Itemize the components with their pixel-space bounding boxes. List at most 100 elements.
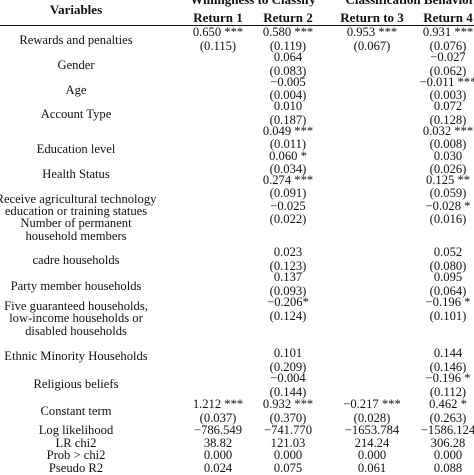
column-header: Return 1 — [193, 10, 243, 25]
std-error-cell: (0.083) — [269, 64, 307, 78]
std-error-cell: (0.144) — [269, 385, 307, 399]
coefficient-cell: 0.049 *** — [262, 124, 314, 138]
coefficient-cell: 0.650 *** — [192, 25, 244, 39]
stat-value: −741.770 — [263, 423, 313, 437]
std-error-cell: (0.008) — [429, 137, 467, 151]
stat-value: −786.549 — [193, 423, 243, 437]
variable-label: education or training statues — [4, 204, 148, 218]
stat-value: 0.088 — [433, 461, 463, 475]
variable-label: Health Status — [42, 167, 110, 181]
stat-label: Prob > chi2 — [46, 448, 106, 462]
coefficient-cell: 0.580 *** — [262, 25, 314, 39]
coefficient-cell: −0.011 *** — [419, 75, 474, 89]
coefficient-cell: 0.137 — [273, 270, 303, 284]
std-error-cell: (0.067) — [353, 39, 391, 53]
std-error-cell: (0.037) — [199, 411, 237, 425]
std-error-cell: (0.004) — [269, 88, 307, 102]
variable-label: Gender — [57, 58, 95, 72]
coefficient-cell: −0.196 * — [425, 371, 471, 385]
std-error-cell: (0.034) — [269, 162, 307, 176]
coefficient-cell: −0.025 — [270, 199, 306, 213]
column-header: Return 4 — [423, 10, 473, 25]
variable-label: Receive agricultural technology — [0, 192, 157, 206]
std-error-cell: (0.119) — [269, 39, 307, 53]
std-error-cell: (0.124) — [269, 309, 307, 323]
variable-label: disabled households — [25, 324, 127, 338]
coefficient-cell: 0.064 — [273, 50, 303, 64]
coefficient-cell: 0.125 ** — [425, 173, 471, 187]
coefficient-cell: −0.027 — [430, 50, 466, 64]
coefficient-cell: −0.028 * — [425, 199, 471, 213]
stat-value: 0.000 — [433, 448, 463, 462]
coefficient-cell: 0.462 * — [429, 397, 467, 411]
coefficient-cell: −0.196 * — [425, 295, 471, 309]
coefficient-cell: −0.005 — [270, 75, 306, 89]
variable-label: household members — [25, 229, 127, 243]
stat-value: 0.000 — [357, 448, 387, 462]
std-error-cell: (0.016) — [429, 212, 467, 226]
variable-label: Age — [65, 83, 87, 97]
variable-label: Number of permanent — [20, 216, 132, 230]
coefficient-cell: 0.931 *** — [422, 25, 474, 39]
stat-value: 0.000 — [203, 448, 233, 462]
variable-label: Rewards and penalties — [19, 33, 133, 47]
std-error-cell: (0.026) — [429, 162, 467, 176]
std-error-cell: (0.112) — [429, 385, 467, 399]
std-error-cell: (0.059) — [429, 186, 467, 200]
std-error-cell: (0.011) — [269, 137, 307, 151]
stat-value: 214.24 — [354, 436, 390, 450]
coefficient-cell: 0.101 — [273, 346, 303, 360]
std-error-cell: (0.146) — [429, 360, 467, 374]
column-header: Return 2 — [263, 10, 313, 25]
std-error-cell: (0.101) — [429, 309, 467, 323]
std-error-cell: (0.076) — [429, 39, 467, 53]
stat-value: 0.024 — [203, 461, 233, 475]
coefficient-cell: 0.072 — [433, 99, 463, 113]
stat-label: Pseudo R2 — [48, 461, 104, 475]
std-error-cell: (0.028) — [353, 411, 391, 425]
stat-label: Log likelihood — [38, 423, 114, 437]
stat-value: 38.82 — [203, 436, 233, 450]
std-error-cell: (0.209) — [269, 360, 307, 374]
variable-label: Education level — [36, 142, 116, 156]
variable-label: Ethnic Minority Households — [4, 349, 148, 363]
variable-label: Religious beliefs — [33, 377, 119, 391]
coefficient-cell: 0.144 — [433, 346, 463, 360]
coefficient-cell: −0.217 *** — [343, 397, 401, 411]
std-error-cell: (0.128) — [429, 113, 467, 127]
variable-label: Five guaranteed households, — [4, 299, 148, 313]
std-error-cell: (0.123) — [269, 259, 307, 273]
std-error-cell: (0.115) — [199, 39, 237, 53]
variable-label: Account Type — [40, 107, 112, 121]
stat-label: LR chi2 — [55, 436, 97, 450]
std-error-cell: (0.093) — [269, 284, 307, 298]
variable-label: low-income households or — [9, 311, 143, 325]
coefficient-cell: 0.060 * — [269, 149, 307, 163]
std-error-cell: (0.370) — [269, 411, 307, 425]
std-error-cell: (0.263) — [429, 411, 467, 425]
coefficient-cell: 0.052 — [433, 245, 463, 259]
std-error-cell: (0.003) — [429, 88, 467, 102]
stat-value: −1586.124 — [420, 423, 474, 437]
coefficient-cell: 0.953 *** — [346, 25, 398, 39]
coefficient-cell: 0.095 — [433, 270, 463, 284]
coefficient-cell: 0.274 *** — [262, 173, 314, 187]
variable-label: Constant term — [40, 404, 112, 418]
group-header-behavior: Classification Behavior — [346, 0, 474, 6]
coefficient-cell: −0.004 — [270, 371, 306, 385]
coefficient-cell: 0.010 — [273, 99, 303, 113]
stat-value: 0.075 — [273, 461, 303, 475]
std-error-cell: (0.022) — [269, 212, 307, 226]
variable-label: Party member households — [10, 279, 142, 293]
stat-value: 0.000 — [273, 448, 303, 462]
coefficient-cell: 0.932 *** — [262, 397, 314, 411]
coefficient-cell: 0.030 — [433, 149, 463, 163]
stat-value: 0.061 — [357, 461, 387, 475]
header-rule — [0, 25, 474, 26]
stat-value: 306.28 — [430, 436, 466, 450]
coefficient-cell: 0.023 — [273, 245, 303, 259]
stat-value: 121.03 — [270, 436, 306, 450]
variable-label: cadre households — [32, 253, 120, 267]
std-error-cell: (0.062) — [429, 64, 467, 78]
